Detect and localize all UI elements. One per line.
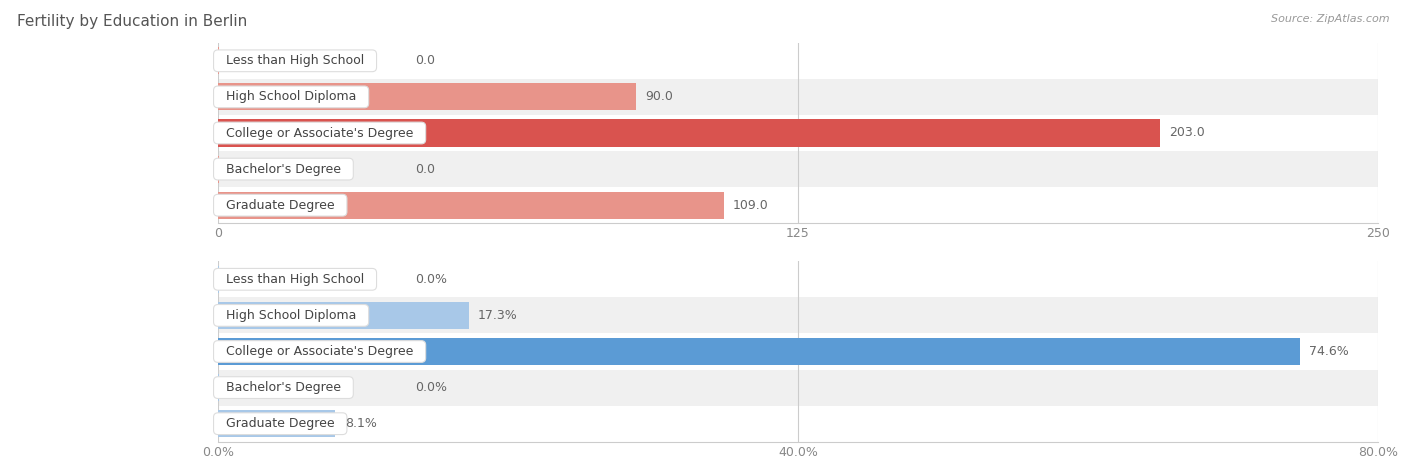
Bar bbox=[218, 370, 1378, 406]
Text: Bachelor's Degree: Bachelor's Degree bbox=[218, 381, 349, 394]
Text: 74.6%: 74.6% bbox=[1309, 345, 1348, 358]
Bar bbox=[218, 79, 1378, 115]
Bar bbox=[218, 187, 1378, 223]
Text: 109.0: 109.0 bbox=[733, 199, 769, 212]
Bar bbox=[218, 338, 1299, 365]
Text: 0.0: 0.0 bbox=[415, 162, 434, 176]
Text: High School Diploma: High School Diploma bbox=[218, 90, 364, 104]
Text: Graduate Degree: Graduate Degree bbox=[218, 199, 343, 212]
Text: Graduate Degree: Graduate Degree bbox=[218, 417, 343, 430]
Bar bbox=[218, 119, 1160, 146]
Text: College or Associate's Degree: College or Associate's Degree bbox=[218, 126, 422, 140]
Text: Less than High School: Less than High School bbox=[218, 54, 373, 67]
Bar bbox=[218, 410, 336, 437]
Bar bbox=[218, 84, 636, 111]
Text: 0.0: 0.0 bbox=[415, 54, 434, 67]
Bar bbox=[218, 297, 1378, 333]
Text: 0.0%: 0.0% bbox=[415, 381, 447, 394]
Text: 8.1%: 8.1% bbox=[344, 417, 377, 430]
Bar bbox=[218, 406, 1378, 442]
Text: 90.0: 90.0 bbox=[645, 90, 672, 104]
Text: 0.0%: 0.0% bbox=[415, 273, 447, 286]
Bar bbox=[218, 302, 468, 329]
Bar bbox=[218, 43, 1378, 79]
Bar bbox=[218, 192, 724, 218]
Bar bbox=[218, 115, 1378, 151]
Bar bbox=[218, 151, 1378, 187]
Text: Bachelor's Degree: Bachelor's Degree bbox=[218, 162, 349, 176]
Text: Source: ZipAtlas.com: Source: ZipAtlas.com bbox=[1271, 14, 1389, 24]
Text: High School Diploma: High School Diploma bbox=[218, 309, 364, 322]
Text: Less than High School: Less than High School bbox=[218, 273, 373, 286]
Bar bbox=[218, 261, 1378, 297]
Text: 203.0: 203.0 bbox=[1170, 126, 1205, 140]
Text: Fertility by Education in Berlin: Fertility by Education in Berlin bbox=[17, 14, 247, 29]
Text: College or Associate's Degree: College or Associate's Degree bbox=[218, 345, 422, 358]
Text: 17.3%: 17.3% bbox=[478, 309, 517, 322]
Bar bbox=[218, 333, 1378, 370]
